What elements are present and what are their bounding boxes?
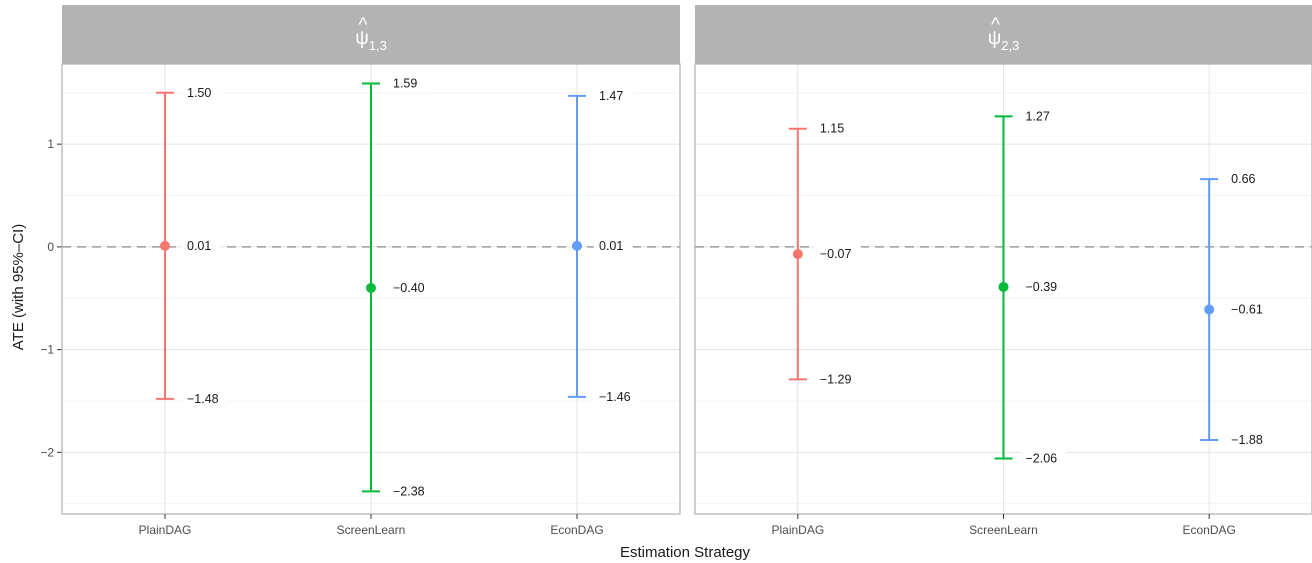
- x-axis-title: Estimation Strategy: [620, 544, 751, 561]
- estimate-point: [572, 240, 582, 251]
- upper-label: 1.59: [393, 77, 417, 91]
- y-tick-label: −1: [40, 343, 54, 357]
- estimate-label-background: [814, 244, 861, 264]
- lower-label-background: [1020, 448, 1067, 468]
- facet-strip: [62, 5, 680, 64]
- lower-label-background: [388, 481, 434, 501]
- x-tick-label: ScreenLearn: [969, 523, 1038, 537]
- lower-label-background: [594, 386, 640, 406]
- upper-label: 1.15: [820, 122, 844, 136]
- facet-strip-hat: ^: [359, 15, 368, 36]
- facet-panel: 1.50 0.01 −1.48 1.59 −0.40 −2.38 1.47 0.01 −1.46…: [61, 5, 681, 537]
- estimate-point: [998, 281, 1009, 292]
- upper-label: 1.27: [1026, 109, 1050, 123]
- estimate-label: −0.61: [1231, 303, 1263, 317]
- lower-label: −1.46: [599, 390, 631, 404]
- estimate-point: [160, 240, 170, 251]
- lower-label: −2.38: [393, 484, 425, 498]
- y-tick-label: −2: [40, 445, 54, 459]
- estimate-label: 0.01: [599, 239, 623, 253]
- estimate-label: 0.01: [187, 239, 211, 253]
- x-tick-label: ScreenLearn: [337, 523, 406, 537]
- lower-label: −1.88: [1231, 433, 1263, 447]
- upper-label-background: [1020, 106, 1060, 126]
- x-tick-label: EconDAG: [550, 523, 603, 537]
- upper-label-background: [594, 85, 633, 105]
- upper-label-background: [1226, 169, 1265, 189]
- estimate-label-background: [594, 235, 633, 255]
- estimate-label: −0.07: [820, 247, 852, 261]
- estimate-point: [792, 249, 803, 260]
- upper-label: 1.47: [599, 89, 623, 103]
- upper-label-background: [388, 73, 427, 93]
- upper-label: 0.66: [1231, 172, 1255, 186]
- estimate-point: [1204, 304, 1215, 315]
- estimate-label-background: [1020, 276, 1067, 296]
- estimate-label: −0.39: [1026, 280, 1058, 294]
- estimate-label-background: [388, 277, 434, 297]
- upper-label: 1.50: [187, 86, 211, 100]
- estimate-label-background: [1226, 299, 1273, 319]
- lower-label-background: [1226, 430, 1273, 450]
- x-tick-label: PlainDAG: [139, 523, 192, 537]
- lower-label-background: [182, 388, 228, 408]
- estimate-label: −0.40: [393, 281, 425, 295]
- lower-label: −1.48: [187, 392, 219, 406]
- x-tick-label: PlainDAG: [771, 523, 824, 537]
- y-axis-title: ATE (with 95%–CI): [10, 224, 27, 350]
- facet-panel: 1.15 −0.07 −1.29 1.27 −0.39 −2.06 0.66 −0.61 −1.…: [694, 5, 1312, 537]
- lower-label: −1.29: [820, 372, 852, 386]
- panels-layer: 1 0 −1 −2 1.50 0.01 −1.48 1.59 −0.40 −2.38 1.47 0.0…: [40, 5, 1312, 537]
- facet-strip-label: ψ2,3: [988, 28, 1020, 53]
- estimate-label-background: [182, 235, 221, 255]
- lower-label: −2.06: [1026, 452, 1058, 466]
- upper-label-background: [814, 118, 854, 138]
- lower-label-background: [814, 369, 861, 389]
- estimate-point: [366, 282, 376, 293]
- y-tick-label: 1: [47, 137, 54, 151]
- facet-strip-label: ψ1,3: [355, 28, 387, 53]
- y-tick-label: 0: [47, 240, 54, 254]
- facet-strip: [695, 5, 1312, 64]
- upper-label-background: [182, 82, 221, 102]
- x-tick-label: EconDAG: [1182, 523, 1235, 537]
- facet-strip-hat: ^: [991, 15, 1000, 36]
